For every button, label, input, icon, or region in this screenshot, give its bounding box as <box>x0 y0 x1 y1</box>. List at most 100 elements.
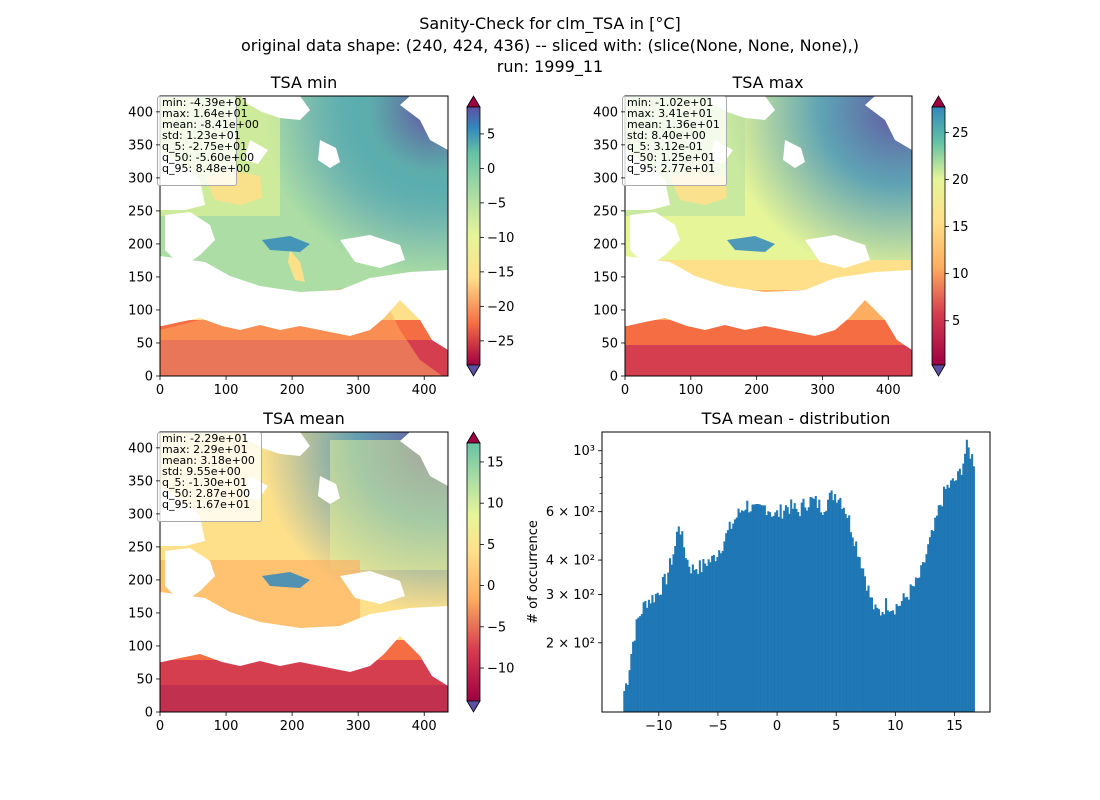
histogram-bar <box>674 545 677 712</box>
histogram-bar <box>914 577 917 712</box>
histogram-bar <box>807 507 810 712</box>
histogram-bar <box>935 515 939 712</box>
stat-line: q_50: -5.60e+00 <box>162 151 254 164</box>
histogram-bar <box>683 547 686 712</box>
histogram-bar <box>649 603 652 712</box>
histogram-bar <box>726 530 729 712</box>
stat-line: q_50: 1.25e+01 <box>627 151 715 164</box>
y-tick-label: 150 <box>128 606 153 621</box>
y-tick-label: 200 <box>593 237 618 252</box>
histogram-bar <box>769 512 772 712</box>
histogram-bar <box>639 616 642 712</box>
colorbar-tick-label: 0 <box>487 162 495 177</box>
histogram-bar <box>902 593 905 712</box>
stat-line: q_5: 3.12e-01 <box>627 140 703 153</box>
histogram-bar <box>656 592 659 712</box>
histogram-bar <box>654 593 657 712</box>
x-tick-label: 300 <box>346 383 371 398</box>
stat-line: q_95: 1.67e+01 <box>162 498 250 511</box>
histogram-bar <box>670 564 673 712</box>
histogram-bar <box>791 508 794 712</box>
stat-line: q_95: 2.77e+01 <box>627 162 715 175</box>
x-tick-label: 100 <box>214 719 239 734</box>
histogram-bar <box>779 504 782 712</box>
histogram-bar <box>883 614 886 712</box>
histogram-bar <box>746 500 749 712</box>
y-tick-label: 400 <box>593 105 618 120</box>
y-tick-label: 350 <box>128 474 153 489</box>
histogram-bar <box>668 558 672 712</box>
histogram-bar <box>742 511 745 712</box>
histogram-bar <box>849 532 852 712</box>
histogram-bar <box>705 565 708 712</box>
stats-box-mean: min: -2.29e+01 max: 2.29e+01 mean: 3.18e… <box>157 432 262 522</box>
colorbar-tick-label: −5 <box>487 620 506 635</box>
histogram-bar <box>733 519 737 712</box>
histogram-ylabel: # of occurrence <box>526 520 541 624</box>
stat-line: max: 1.64e+01 <box>162 107 248 120</box>
histogram-bar <box>770 516 773 712</box>
colorbar-min: −25 −20 −15 −10 −5 0 5 <box>466 95 514 377</box>
colorbar-tick-label: 20 <box>952 173 969 188</box>
stat-line: min: -2.29e+01 <box>162 432 248 445</box>
histogram-bar <box>853 546 856 712</box>
y-tick-label: 200 <box>128 237 153 252</box>
histogram-bar <box>698 560 701 712</box>
histogram-bar <box>923 562 926 712</box>
colorbar-tick-label: 5 <box>952 314 960 329</box>
histogram-bar <box>677 526 680 712</box>
x-tick-label: 400 <box>412 383 437 398</box>
y-tick-label: 150 <box>128 270 153 285</box>
histogram-bar <box>661 576 664 712</box>
stats-box-min: min: -4.39e+01 max: 1.64e+01 mean: -8.41… <box>157 96 259 186</box>
figure-title-line-3: run: 1999_11 <box>497 57 603 77</box>
histogram-bar <box>890 610 893 712</box>
x-tick-label: 0 <box>621 383 629 398</box>
colorbar-tick-label: 5 <box>487 127 495 142</box>
histogram-bar <box>691 564 694 712</box>
histogram-bar <box>881 611 884 712</box>
y-tick-label: 200 <box>128 573 153 588</box>
histogram-bar <box>809 496 812 712</box>
histogram-bar <box>916 577 919 712</box>
histogram-bar <box>899 605 902 712</box>
colorbar-tick-label: −10 <box>487 662 514 677</box>
histogram-bar <box>672 554 675 712</box>
histogram-bar <box>765 515 768 712</box>
histogram-bar <box>946 484 949 712</box>
histogram-x-axis: −10 −5 0 5 10 15 <box>645 712 963 734</box>
histogram-bar <box>690 573 693 712</box>
histogram-bar <box>885 598 888 712</box>
histogram-bar <box>793 503 796 712</box>
histogram-bar <box>816 507 819 712</box>
histogram-bar <box>900 601 903 712</box>
histogram-bar <box>695 569 698 712</box>
x-tick-label: 200 <box>744 383 769 398</box>
histogram-bar <box>758 504 761 712</box>
histogram-bar <box>795 508 798 712</box>
x-tick-label: −5 <box>708 719 727 734</box>
plot-frame-min <box>159 95 449 377</box>
x-tick-label: 0 <box>156 719 164 734</box>
histogram-bar <box>675 531 679 712</box>
histogram-bar <box>893 614 896 712</box>
histogram-bar <box>965 439 968 712</box>
y-tick-label: 350 <box>128 138 153 153</box>
histogram-bar <box>697 573 700 712</box>
histogram-bar <box>681 531 684 712</box>
x-tick-label: 300 <box>810 383 835 398</box>
y-tick-label: 300 <box>593 171 618 186</box>
histogram-bar <box>628 670 631 712</box>
histogram-bar <box>925 554 928 712</box>
y-axis-mean: 0 50 100 150 200 250 300 350 400 <box>128 441 160 721</box>
histogram-bars <box>623 439 975 712</box>
histogram-bar <box>832 500 835 712</box>
colorbar-tick-label: 15 <box>952 220 969 235</box>
y-tick-label: 4 × 10² <box>546 554 595 569</box>
histogram-bar <box>897 606 900 712</box>
panel-title-min: TSA min <box>270 73 337 92</box>
histogram-bar <box>821 514 824 712</box>
histogram-bar <box>776 510 779 712</box>
histogram-bar <box>665 584 668 712</box>
histogram-bar <box>633 640 636 712</box>
